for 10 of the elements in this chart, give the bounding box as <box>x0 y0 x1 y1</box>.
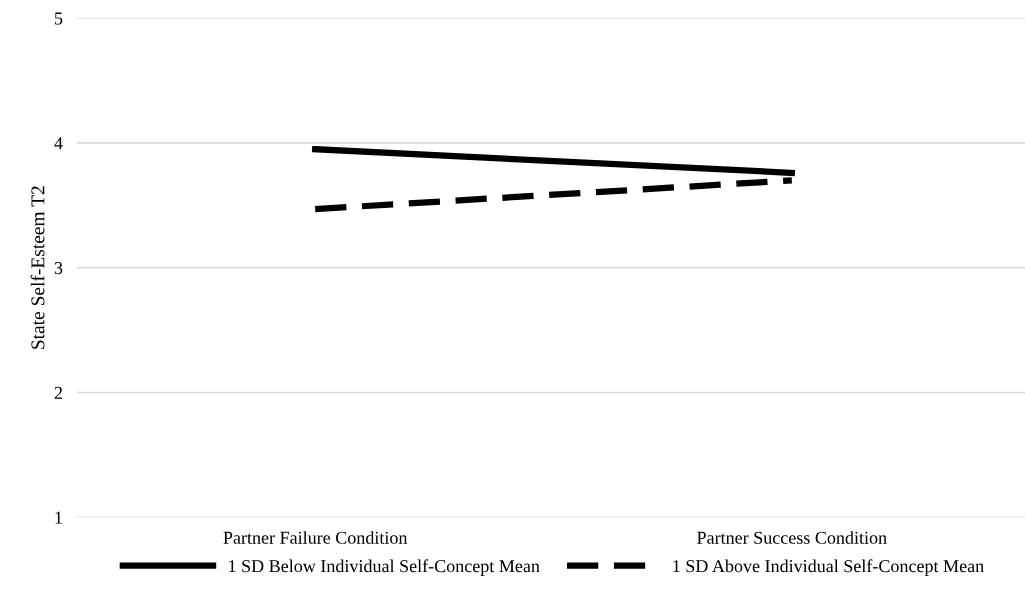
legend-label: 1 SD Below Individual Self-Concept Mean <box>229 559 540 576</box>
y-tick-label: 1 <box>55 511 62 524</box>
y-tick-label: 5 <box>55 12 63 25</box>
y-tick-label: 2 <box>54 386 62 399</box>
y-tick-label: 3 <box>54 262 63 275</box>
x-tick-label: Partner Success Condition <box>697 531 887 544</box>
x-tick-label: Partner Failure Condition <box>223 531 408 544</box>
y-tick-label: 4 <box>54 137 63 150</box>
legend-label: 1 SD Above Individual Self-Concept Mean <box>673 559 984 576</box>
y-axis-title: State Self-Esteem T2 <box>30 186 45 349</box>
